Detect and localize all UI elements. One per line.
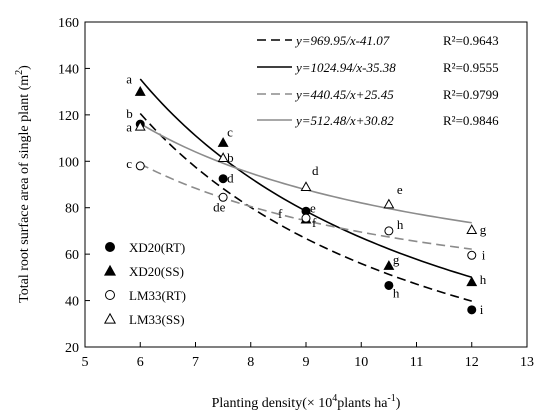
equations-block: y=969.95/x-41.07 R²=0.9643 y=1024.94/x-35.… <box>257 33 499 128</box>
letter-0-4: i <box>480 302 484 317</box>
equation-r2-2: R²=0.9799 <box>443 87 499 102</box>
letter-3-0: a <box>126 119 132 134</box>
point-0-1 <box>218 174 228 184</box>
letter-1-1: c <box>227 125 233 140</box>
y-axis-title: Total root surface area of single plant … <box>14 65 32 303</box>
letter-3-1: b <box>227 150 234 165</box>
fit-curve-1 <box>139 78 472 279</box>
letter-2-1: de <box>213 199 226 214</box>
y-tick-label-1: 40 <box>65 295 79 310</box>
letter-3-4: g <box>480 222 487 237</box>
equation-3: y=512.48/x+30.82 <box>294 113 394 128</box>
x-tick-label-1: 6 <box>137 355 144 370</box>
legend-marker-3 <box>103 312 117 324</box>
equation-r2-3: R²=0.9846 <box>443 113 499 128</box>
axes: 5 6 7 8 9 10 11 12 13 20 40 60 80 100 120 140 160 <box>58 16 534 370</box>
letter-3-3: e <box>397 182 403 197</box>
letter-2-0: c <box>126 156 132 171</box>
letter-0-3: h <box>393 285 400 300</box>
point-3-2 <box>300 181 312 192</box>
point-1-1 <box>217 137 229 147</box>
x-tick-label-6: 11 <box>410 355 423 370</box>
letter-0-2: f <box>312 215 317 230</box>
point-0-3 <box>384 280 394 290</box>
x-tick-label-2: 7 <box>192 355 199 370</box>
equation-r2-1: R²=0.9555 <box>443 60 499 75</box>
legend-label-0: XD20(RT) <box>129 240 185 255</box>
point-1-3 <box>383 260 395 270</box>
point-2-1 <box>218 192 228 202</box>
y-tick-label-0: 20 <box>65 341 79 356</box>
x-tick-label-4: 9 <box>303 355 310 370</box>
legend-label-3: LM33(SS) <box>129 312 185 327</box>
y-tick-label-6: 140 <box>58 62 79 77</box>
letter-2-2: f <box>278 206 283 221</box>
letter-0-0: b <box>126 106 133 121</box>
x-tick-label-0: 5 <box>82 355 89 370</box>
y-tick-label-5: 120 <box>58 109 79 124</box>
point-0-4 <box>467 305 477 315</box>
point-3-0 <box>134 120 146 131</box>
point-2-2 <box>301 213 311 223</box>
fit-curve-0 <box>139 112 472 302</box>
legend-marker-1 <box>103 264 117 276</box>
letter-1-4: h <box>480 272 487 287</box>
letter-2-4: i <box>482 247 486 262</box>
point-1-0 <box>134 86 146 96</box>
point-3-4 <box>466 224 478 234</box>
x-tick-label-8: 13 <box>520 355 534 370</box>
legend-marker-2 <box>105 290 115 300</box>
legend-label-1: XD20(SS) <box>129 264 184 279</box>
letter-1-0: a <box>126 72 132 87</box>
equation-1: y=1024.94/x-35.38 <box>294 60 396 75</box>
legend-marker-0 <box>105 242 115 252</box>
letter-1-2: e <box>310 200 316 215</box>
letter-3-2: d <box>312 163 319 178</box>
y-tick-label-2: 60 <box>65 248 79 263</box>
point-2-4 <box>467 250 477 260</box>
equation-0: y=969.95/x-41.07 <box>294 33 390 48</box>
letter-1-3: g <box>393 252 400 267</box>
x-tick-label-5: 10 <box>354 355 368 370</box>
x-axis-title: Planting density(× 104plants ha-1) <box>212 393 401 411</box>
data-points <box>134 86 478 315</box>
letter-0-1: d <box>227 171 234 186</box>
equation-2: y=440.45/x+25.45 <box>294 87 394 102</box>
fit-curve-2 <box>139 163 472 250</box>
y-tick-label-3: 80 <box>65 202 79 217</box>
y-tick-label-7: 160 <box>58 16 79 31</box>
letter-2-3: h <box>397 217 404 232</box>
legend-label-2: LM33(RT) <box>129 288 186 303</box>
x-tick-label-7: 12 <box>465 355 479 370</box>
point-2-0 <box>135 161 145 171</box>
point-1-4 <box>466 276 478 287</box>
point-3-3 <box>383 198 395 209</box>
x-tick-label-3: 8 <box>247 355 254 370</box>
legend: XD20(RT) XD20(SS) LM33(RT) LM33(SS) <box>103 240 186 327</box>
equation-r2-0: R²=0.9643 <box>443 33 499 48</box>
point-3-1 <box>217 152 229 162</box>
y-tick-label-4: 100 <box>58 155 79 170</box>
point-2-3 <box>384 226 394 236</box>
